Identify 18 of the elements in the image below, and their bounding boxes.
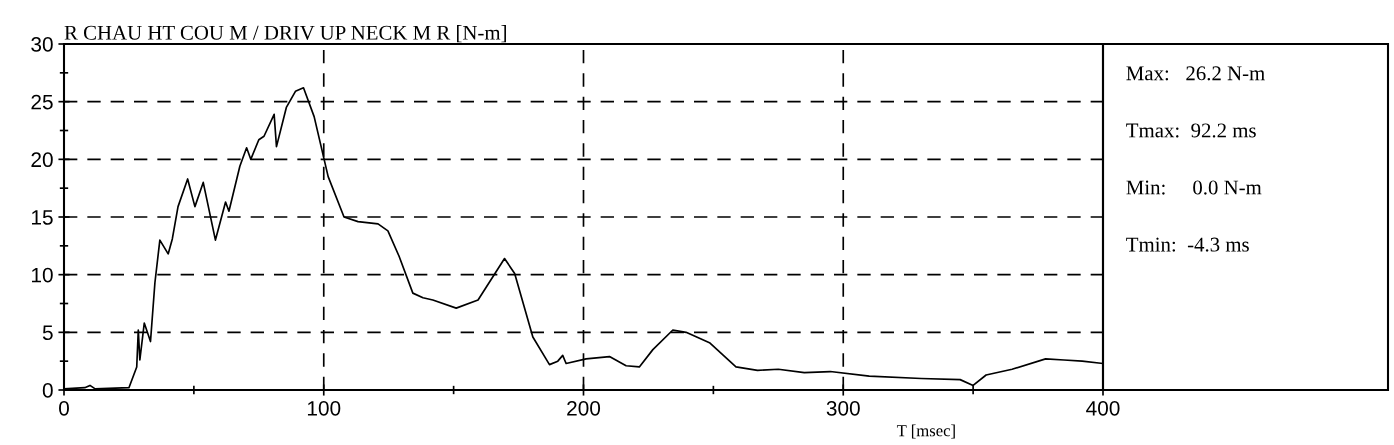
x-axis-title: T [msec] bbox=[896, 424, 955, 439]
y-tick-label: 10 bbox=[32, 267, 53, 283]
x-tick-label: 300 bbox=[826, 400, 860, 416]
y-tick-label: 25 bbox=[31, 94, 53, 110]
text: Tmin: -4.3 ms bbox=[1126, 237, 1249, 252]
x-tick-label: 100 bbox=[307, 400, 341, 416]
x-tick-label: 200 bbox=[567, 400, 601, 416]
y-tick-label: 30 bbox=[31, 37, 53, 52]
y-tick-label: 5 bbox=[42, 325, 53, 341]
y-tick-label: 20 bbox=[31, 152, 53, 168]
y-tick-label: 15 bbox=[32, 210, 53, 225]
text: Max: 26.2 N-m bbox=[1126, 66, 1265, 81]
x-tick-label: 400 bbox=[1086, 400, 1120, 416]
text: Min: 0.0 N-m bbox=[1126, 180, 1262, 195]
chart-title: R CHAU HT COU M / DRIV UP NECK M R [N-m] bbox=[64, 25, 506, 43]
x-tick-label: 0 bbox=[59, 400, 69, 416]
y-tick-label: 0 bbox=[42, 383, 53, 398]
text: Tmax: 92.2 ms bbox=[1126, 123, 1256, 138]
